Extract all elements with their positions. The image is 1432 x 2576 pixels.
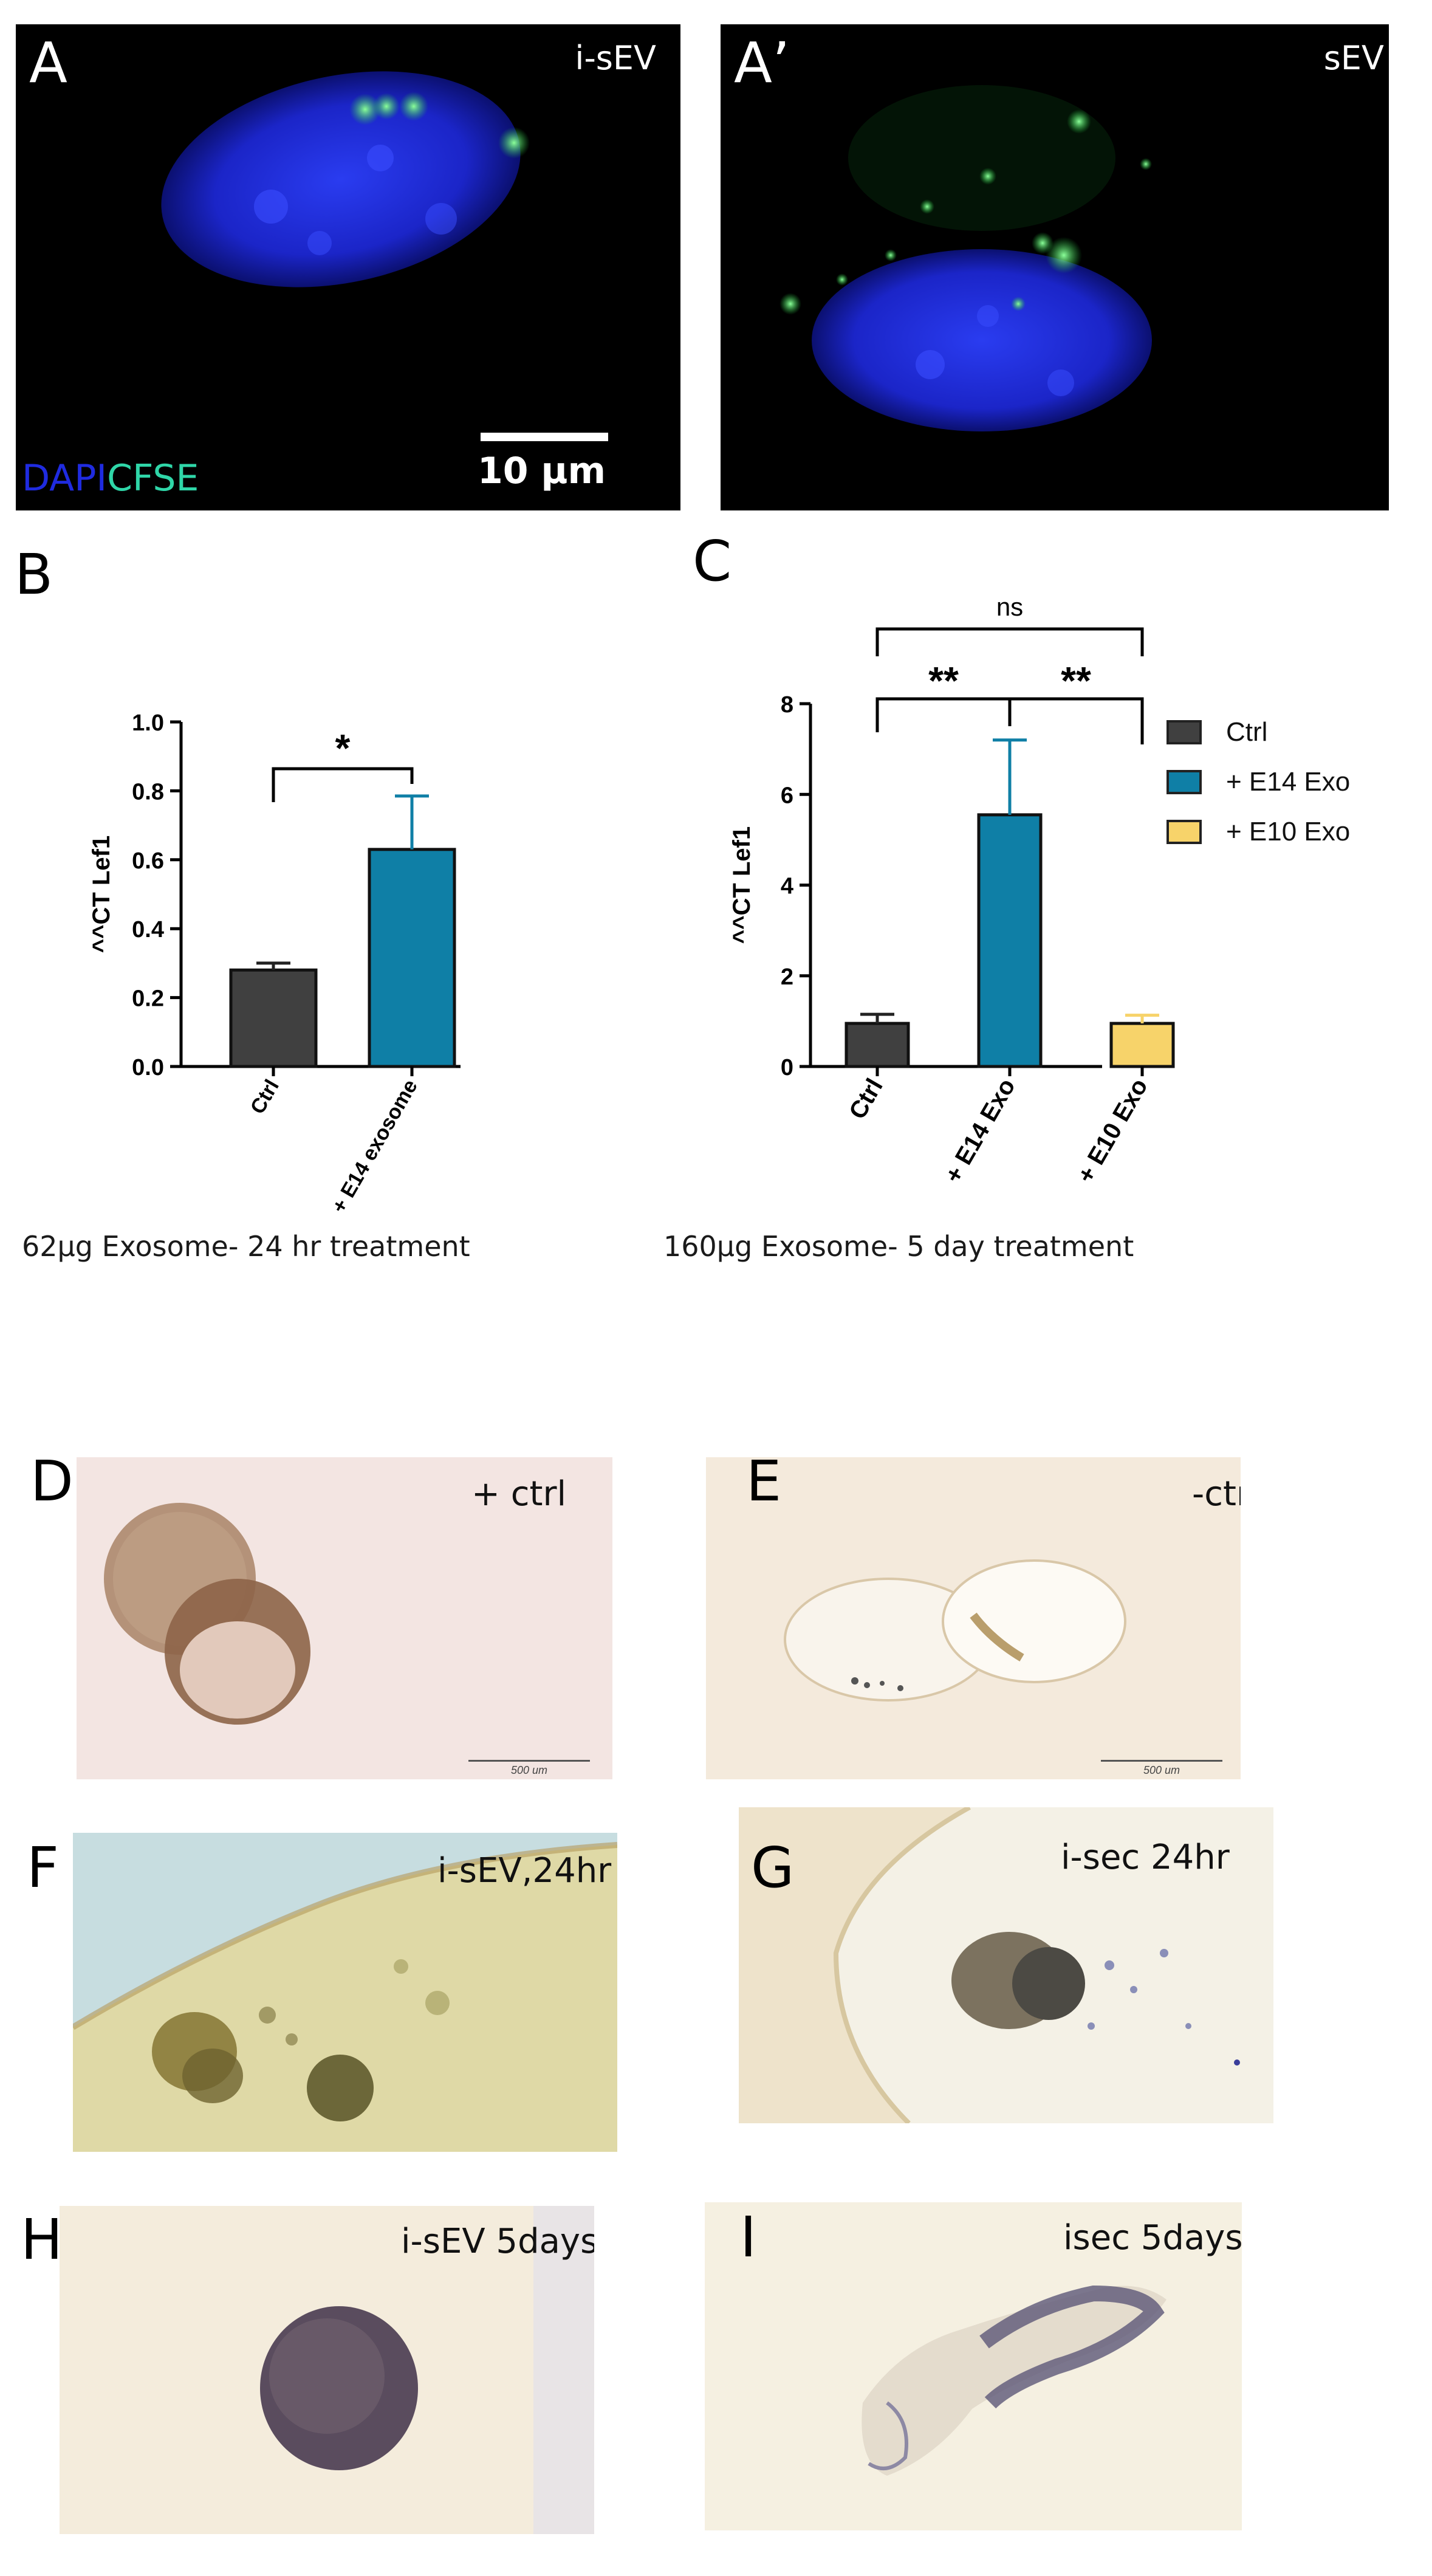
- panel-a2-letter: A’: [734, 30, 790, 95]
- panel-f-tag: i-sEV,24hr: [437, 1851, 612, 1891]
- panel-d-tag: + ctrl: [471, 1474, 567, 1514]
- panel-c-caption: 160µg Exosome- 5 day treatment: [663, 1230, 1134, 1263]
- panel-f-micrograph: i-sEV,24hr: [73, 1833, 617, 2152]
- chart-c-significance-label: **: [1061, 659, 1091, 702]
- chart-c-x-tick-label: + E14 Exo: [940, 1074, 1021, 1188]
- panel-e-scale-label: 500 um: [1143, 1764, 1180, 1776]
- panel-g-letter: G: [751, 1835, 795, 1900]
- panel-a2-image: [779, 85, 1152, 431]
- panel-e-tag: -ctrl: [1192, 1474, 1241, 1514]
- panel-f-image: [73, 1833, 617, 2121]
- panel-h-micrograph: i-sEV 5days: [60, 2206, 594, 2534]
- panel-f-letter: F: [27, 1835, 59, 1900]
- panel-a-image: [161, 71, 608, 441]
- panel-a-micrograph: i-sEV 10 µm DAPICFSE: [16, 24, 680, 510]
- panel-b-caption: 62µg Exosome- 24 hr treatment: [22, 1230, 470, 1263]
- panel-d-scale-label: 500 um: [511, 1764, 548, 1776]
- panel-i-tag: isec 5days: [1063, 2218, 1242, 2258]
- panel-a-tag: i-sEV: [575, 39, 656, 77]
- panel-d-micrograph: + ctrl 500 um: [77, 1457, 612, 1779]
- panel-i-micrograph: isec 5days: [705, 2202, 1242, 2530]
- legend-swatch-ctrl: [1166, 720, 1202, 744]
- chart-c-significance-bracket: [1008, 697, 1144, 744]
- stain-cfse-label: CFSE: [107, 457, 199, 500]
- chart-c-svg: 0 2 4 6 8 ^^CT Lef1 Ctrl + E14 Exo + E10 Exo ** **…: [728, 592, 1175, 1188]
- panel-c-letter: C: [693, 529, 732, 594]
- chart-c-y-tick-label: 4: [781, 874, 793, 899]
- chart-b-y-tick-label: 0.8: [132, 779, 164, 805]
- chart-c-y-tick-label: 8: [781, 692, 793, 718]
- chart-c-significance-label: ns: [996, 592, 1023, 621]
- panel-a2-tag: sEV: [1323, 39, 1384, 77]
- chart-c-bar: [844, 1022, 910, 1068]
- chart-c-y-tick-label: 6: [781, 783, 793, 808]
- panel-g-micrograph: i-sec 24hr: [739, 1807, 1273, 2123]
- chart-c-y-tick-label: 2: [781, 964, 793, 990]
- panel-a2-micrograph: sEV: [721, 24, 1389, 510]
- legend-label-e14: + E14 Exo: [1226, 767, 1351, 797]
- chart-c-legend: Ctrl + E14 Exo + E10 Exo: [1166, 717, 1410, 869]
- chart-b-y-tick-label: 1.0: [132, 710, 164, 736]
- stain-legend: DAPICFSE: [22, 457, 199, 500]
- panel-e-image: [784, 1559, 1222, 1762]
- scale-bar-label: 10 µm: [478, 450, 606, 492]
- chart-c-bar: [1109, 1022, 1175, 1068]
- chart-c-x-tick-label: Ctrl: [844, 1074, 888, 1124]
- panel-g-tag: i-sec 24hr: [1061, 1838, 1230, 1877]
- panel-a-letter: A: [29, 30, 67, 95]
- chart-b-bar: [368, 848, 456, 1068]
- panel-e-letter: E: [746, 1449, 782, 1514]
- chart-b-bar: [229, 968, 318, 1068]
- panel-d-image: [104, 1503, 590, 1762]
- legend-item-e10: + E10 Exo: [1166, 817, 1350, 847]
- legend-item-ctrl: Ctrl: [1166, 717, 1267, 747]
- panel-h-tag: i-sEV 5days: [401, 2222, 594, 2261]
- chart-c-x-tick-label: + E10 Exo: [1072, 1074, 1153, 1188]
- panel-e-micrograph: -ctrl 500 um: [706, 1457, 1241, 1779]
- chart-b-significance-bracket: [272, 767, 414, 802]
- legend-item-e14: + E14 Exo: [1166, 767, 1350, 797]
- panel-h-letter: H: [21, 2207, 63, 2272]
- chart-c-y-tick-label: 0: [781, 1055, 793, 1080]
- panel-h-image: [260, 2206, 594, 2534]
- chart-b-y-tick-label: 0.2: [132, 986, 164, 1012]
- chart-b-y-tick-label: 0.0: [132, 1055, 164, 1080]
- panel-d-letter: D: [30, 1449, 74, 1514]
- stain-dapi-label: DAPI: [22, 457, 108, 500]
- chart-b-y-axis-label: ^^CT Lef1: [88, 836, 115, 953]
- panel-i-image: [862, 2285, 1166, 2476]
- panel-i-letter: I: [740, 2205, 757, 2270]
- legend-label-e10: + E10 Exo: [1226, 817, 1351, 847]
- legend-label-ctrl: Ctrl: [1226, 717, 1268, 747]
- chart-c-significance-bracket: [875, 697, 1012, 732]
- legend-swatch-e14: [1166, 770, 1202, 794]
- chart-b-y-tick-label: 0.6: [132, 848, 164, 874]
- panel-b-letter: B: [15, 542, 53, 607]
- chart-c-significance-label: **: [928, 659, 959, 702]
- chart-b-significance-label: *: [335, 726, 351, 770]
- chart-b-y-tick-label: 0.4: [132, 917, 164, 943]
- chart-c-y-axis-label: ^^CT Lef1: [728, 826, 755, 944]
- legend-swatch-e10: [1166, 820, 1202, 844]
- chart-c-significance-bracket: [875, 627, 1144, 656]
- panel-g-image: [739, 1807, 1240, 2123]
- chart-c-bar: [977, 813, 1043, 1068]
